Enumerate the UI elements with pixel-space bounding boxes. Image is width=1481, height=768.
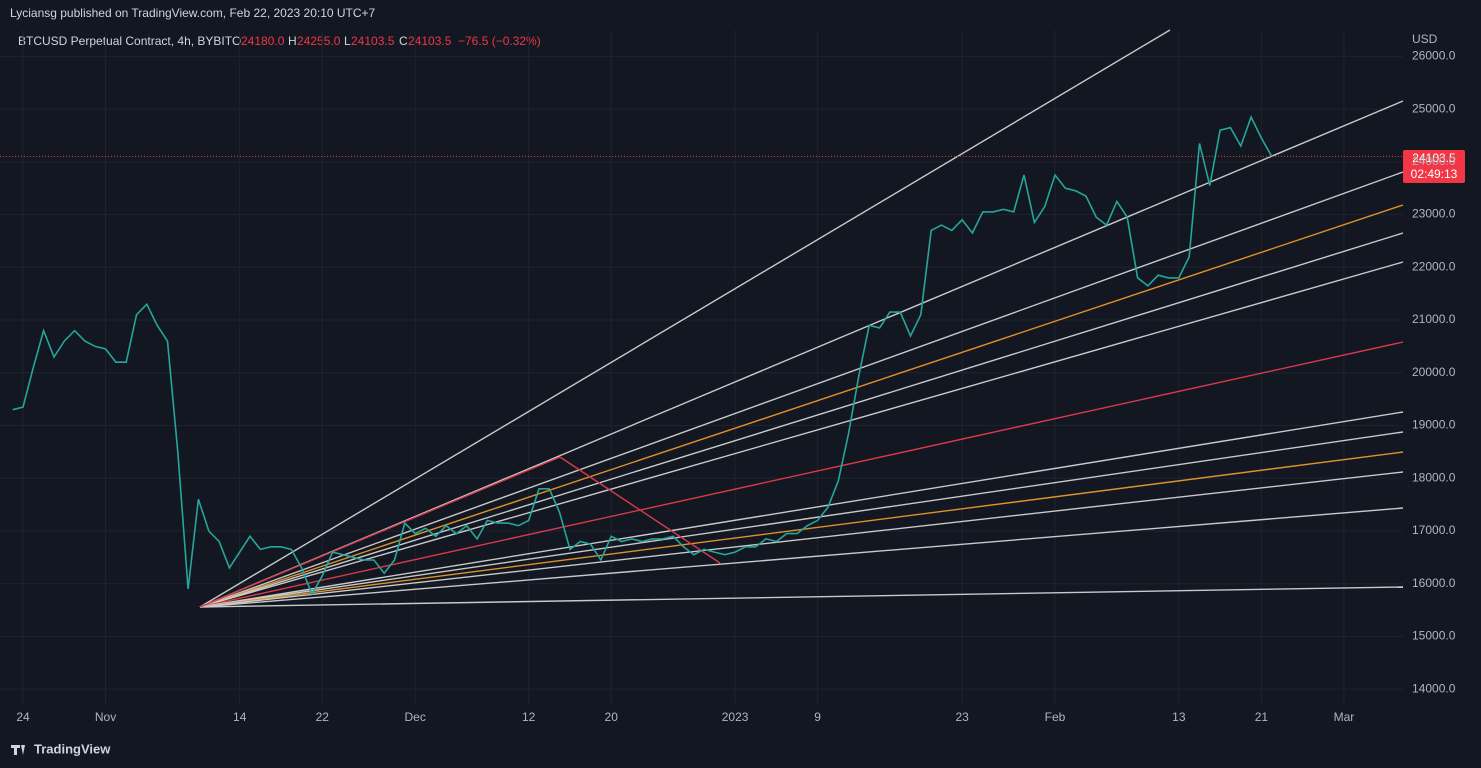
x-tick-label: Mar xyxy=(1334,710,1355,724)
ohlc-label: H xyxy=(288,34,297,48)
fan-line xyxy=(199,586,1404,608)
y-tick-label: 16000.0 xyxy=(1412,576,1456,590)
y-tick-label: 24000.0 xyxy=(1412,154,1456,168)
x-tick-label: 12 xyxy=(522,710,536,724)
ohlc-change: −76.5 (−0.32%) xyxy=(458,34,541,48)
plot xyxy=(0,114,1403,597)
x-tick-label: 21 xyxy=(1255,710,1269,724)
fan-line xyxy=(199,171,1404,608)
gann-fan xyxy=(199,29,1404,608)
x-tick-label: 9 xyxy=(814,710,821,724)
last-price-label: 24103.5 xyxy=(1412,151,1456,165)
ohlc-value: 24255.0 xyxy=(297,34,341,48)
ohlc-label: O xyxy=(232,34,241,48)
footer-brand: TradingView xyxy=(34,741,111,756)
ohlc-value: 24103.5 xyxy=(351,34,395,48)
x-tick-label: 23 xyxy=(955,710,969,724)
ohlc-label: L xyxy=(344,34,351,48)
price-line xyxy=(12,114,1273,597)
x-tick-label: Nov xyxy=(95,710,116,724)
fan-line xyxy=(199,507,1404,608)
y-tick-label: 14000.0 xyxy=(1412,681,1456,695)
y-tick-label: 20000.0 xyxy=(1412,365,1456,379)
fan-line xyxy=(199,100,1404,608)
x-tick-label: 20 xyxy=(605,710,619,724)
y-tick-label: 22000.0 xyxy=(1412,259,1456,273)
price-unit: USD xyxy=(1412,32,1438,46)
x-tick-label: 22 xyxy=(316,710,330,724)
ohlc-value: 24103.5 xyxy=(408,34,452,48)
y-tick-label: 19000.0 xyxy=(1412,418,1456,432)
x-tick-label: Dec xyxy=(404,710,425,724)
x-tick-label: 2023 xyxy=(722,710,749,724)
logo xyxy=(11,745,25,755)
fan-line xyxy=(199,232,1404,608)
triangle-line xyxy=(559,456,721,564)
x-tick-label: 14 xyxy=(233,710,247,724)
grid xyxy=(0,30,1403,705)
publisher: Lyciansg published on TradingView.com, F… xyxy=(10,6,376,20)
fan-line xyxy=(199,261,1404,608)
price-tag xyxy=(1403,150,1465,183)
y-tick-label: 18000.0 xyxy=(1412,470,1456,484)
y-tick-label: 26000.0 xyxy=(1412,49,1456,63)
fan-line xyxy=(199,411,1404,608)
countdown: 02:49:13 xyxy=(1411,167,1458,181)
y-tick-label: 15000.0 xyxy=(1412,629,1456,643)
symbol-title: BTCUSD Perpetual Contract, 4h, BYBIT xyxy=(18,34,233,48)
y-tick-label: 23000.0 xyxy=(1412,207,1456,221)
y-tick-label: 25000.0 xyxy=(1412,101,1456,115)
y-tick-label: 21000.0 xyxy=(1412,312,1456,326)
triangle-line xyxy=(199,456,561,608)
legend: BTCUSD Perpetual Contract, 4h, BYBIT O 2… xyxy=(18,34,541,48)
fan-line xyxy=(199,471,1404,608)
x-tick-label: 13 xyxy=(1172,710,1186,724)
x-tick-label: 24 xyxy=(16,710,30,724)
x-tick-label: Feb xyxy=(1045,710,1066,724)
ohlc-value: 24180.0 xyxy=(241,34,285,48)
fan-line xyxy=(199,341,1404,608)
y-tick-label: 17000.0 xyxy=(1412,523,1456,537)
fan-line xyxy=(199,29,1171,608)
fan-line xyxy=(199,431,1404,608)
ohlc-label: C xyxy=(399,34,408,48)
